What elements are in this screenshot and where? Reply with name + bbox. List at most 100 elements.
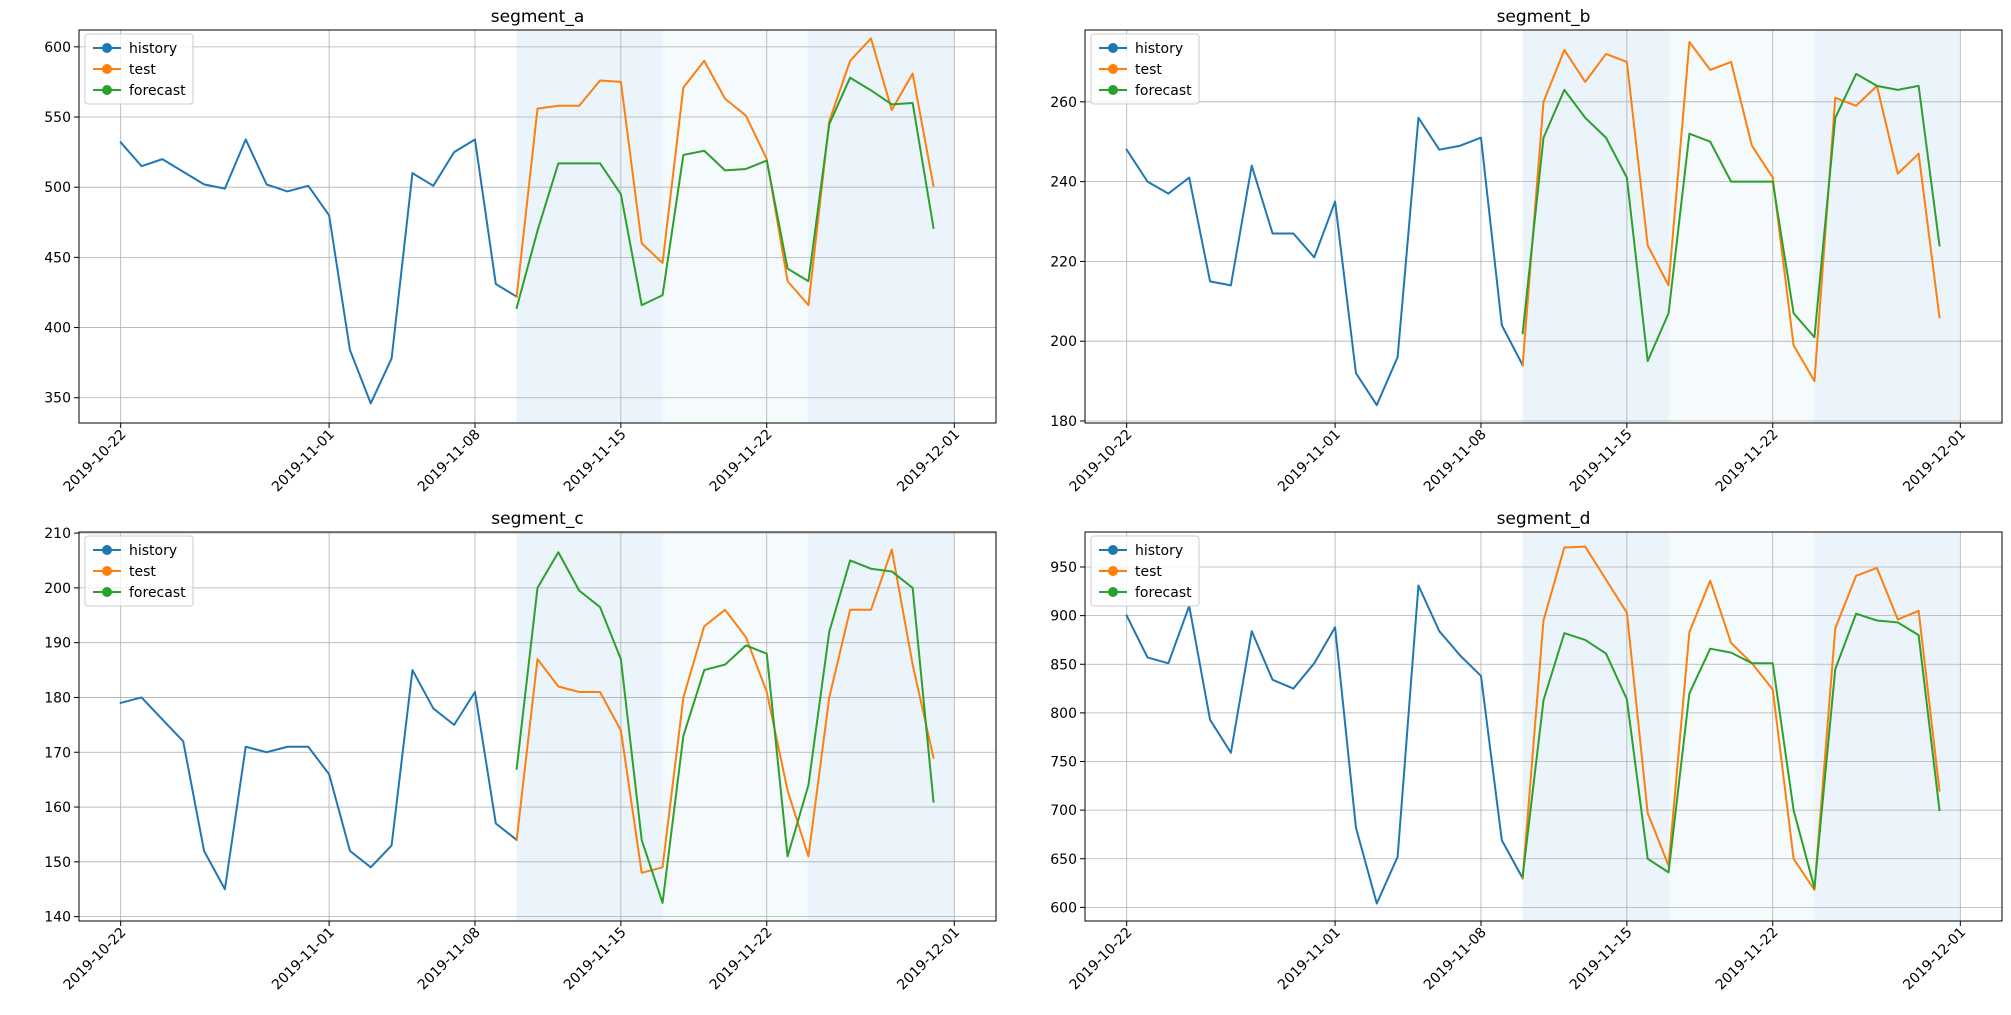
x-tick-label: 2019-11-01	[269, 427, 338, 496]
axes-frame	[78, 29, 997, 424]
y-tick-label: 650	[1050, 852, 1077, 868]
x-tick-label: 2019-11-22	[1713, 925, 1782, 994]
x-tick-label: 2019-12-01	[894, 427, 963, 496]
x-tick-label: 2019-10-22	[61, 427, 130, 496]
subplot-segment_b: 180 200 220 240 260 2019-10-22 2019-11-01 2019-…	[1050, 7, 2003, 496]
fold-shade-1	[662, 30, 809, 423]
legend-label-forecast: forecast	[129, 83, 186, 99]
y-tick-label: 200	[44, 581, 71, 597]
series-line-test	[1521, 545, 1941, 891]
y-tick-label: 150	[44, 855, 71, 871]
subplot-segment_d: 600 650 700 750 800 850 900 950 2019-10-22 2019-1…	[1050, 509, 2003, 994]
legend: history test forecast	[1090, 535, 1200, 607]
y-tick-label: 140	[44, 910, 71, 926]
x-tick-label: 2019-11-15	[561, 427, 630, 496]
x-tick-label: 2019-11-01	[269, 925, 338, 994]
fold-shade-0	[516, 532, 663, 921]
subplot-title: segment_c	[491, 509, 583, 529]
y-tick-label: 450	[44, 250, 71, 266]
subplot-title: segment_b	[1497, 7, 1591, 27]
y-tick-label: 550	[44, 110, 71, 126]
y-tick-label: 400	[44, 321, 71, 337]
fold-shade-2	[1814, 30, 1961, 423]
x-tick-label: 2019-11-08	[1421, 925, 1490, 994]
subplot-segment_a: 350 400 450 500 550 600 2019-10-22 2019-11-01 20…	[44, 7, 997, 496]
series-line-forecast	[515, 76, 935, 310]
axes-frame	[78, 531, 997, 922]
legend-marker-history	[102, 43, 112, 53]
legend-label-forecast: forecast	[129, 585, 186, 601]
subplot-title: segment_d	[1497, 509, 1591, 529]
legend-marker-test	[1108, 64, 1118, 74]
x-tick-label: 2019-11-15	[1567, 427, 1636, 496]
legend-marker-forecast	[102, 85, 112, 95]
legend-marker-forecast	[1108, 85, 1118, 95]
y-tick-label: 210	[44, 526, 71, 542]
legend-marker-test	[1108, 566, 1118, 576]
fold-shade-0	[1522, 532, 1669, 921]
fold-shade-1	[1668, 532, 1815, 921]
y-tick-label: 600	[1050, 900, 1077, 916]
legend: history test forecast	[1090, 33, 1200, 105]
legend-label-history: history	[129, 543, 177, 559]
legend-box	[1090, 33, 1200, 105]
legend-marker-forecast	[1108, 587, 1118, 597]
fold-shade-0	[516, 30, 663, 423]
x-tick-label: 2019-10-22	[1067, 427, 1136, 496]
y-tick-label: 260	[1050, 95, 1077, 111]
legend-label-history: history	[1135, 543, 1183, 559]
x-tick-label: 2019-11-01	[1275, 925, 1344, 994]
y-tick-label: 190	[44, 636, 71, 652]
series-line-history	[1125, 116, 1525, 407]
x-tick-label: 2019-10-22	[61, 925, 130, 994]
legend-label-forecast: forecast	[1135, 585, 1192, 601]
series-line-forecast	[515, 551, 935, 904]
fold-shade-0	[1522, 30, 1669, 423]
y-tick-label: 600	[44, 40, 71, 56]
legend-marker-test	[102, 566, 112, 576]
y-tick-label: 850	[1050, 657, 1077, 673]
x-tick-label: 2019-11-15	[561, 925, 630, 994]
subplot-title: segment_a	[491, 7, 584, 27]
y-tick-label: 180	[44, 690, 71, 706]
legend: history test forecast	[84, 535, 194, 607]
y-tick-label: 240	[1050, 175, 1077, 191]
legend-marker-test	[102, 64, 112, 74]
x-tick-label: 2019-11-22	[1713, 427, 1782, 496]
series-group	[1125, 40, 1941, 407]
legend: history test forecast	[84, 33, 194, 105]
y-tick-label: 350	[44, 391, 71, 407]
series-group	[1125, 545, 1941, 905]
legend-label-history: history	[1135, 41, 1183, 57]
legend-box	[1090, 535, 1200, 607]
legend-label-test: test	[129, 62, 156, 78]
y-tick-label: 700	[1050, 803, 1077, 819]
y-tick-label: 200	[1050, 334, 1077, 350]
series-line-history	[119, 669, 519, 891]
y-tick-label: 180	[1050, 414, 1077, 430]
y-tick-label: 500	[44, 180, 71, 196]
legend-box	[84, 33, 194, 105]
y-tick-label: 800	[1050, 706, 1077, 722]
series-line-test	[1521, 40, 1941, 383]
y-tick-label: 900	[1050, 609, 1077, 625]
series-line-forecast	[1521, 612, 1941, 889]
y-tick-label: 950	[1050, 560, 1077, 576]
x-tick-label: 2019-11-08	[415, 427, 484, 496]
y-tick-label: 170	[44, 745, 71, 761]
subplot-segment_c: 140 150 160 170 180 190 200 210 2019-10-22 2019-1…	[44, 509, 997, 994]
legend-box	[84, 535, 194, 607]
x-tick-label: 2019-11-08	[415, 925, 484, 994]
fold-shade-1	[1668, 30, 1815, 423]
x-tick-label: 2019-11-22	[707, 427, 776, 496]
x-tick-label: 2019-12-01	[1900, 427, 1969, 496]
x-tick-label: 2019-11-08	[1421, 427, 1490, 496]
series-group	[119, 37, 935, 405]
fold-shade-2	[808, 30, 955, 423]
x-tick-label: 2019-11-01	[1275, 427, 1344, 496]
fold-shade-2	[1814, 532, 1961, 921]
axes-frame	[1084, 29, 2003, 424]
legend-label-history: history	[129, 41, 177, 57]
fold-shade-2	[808, 532, 955, 921]
